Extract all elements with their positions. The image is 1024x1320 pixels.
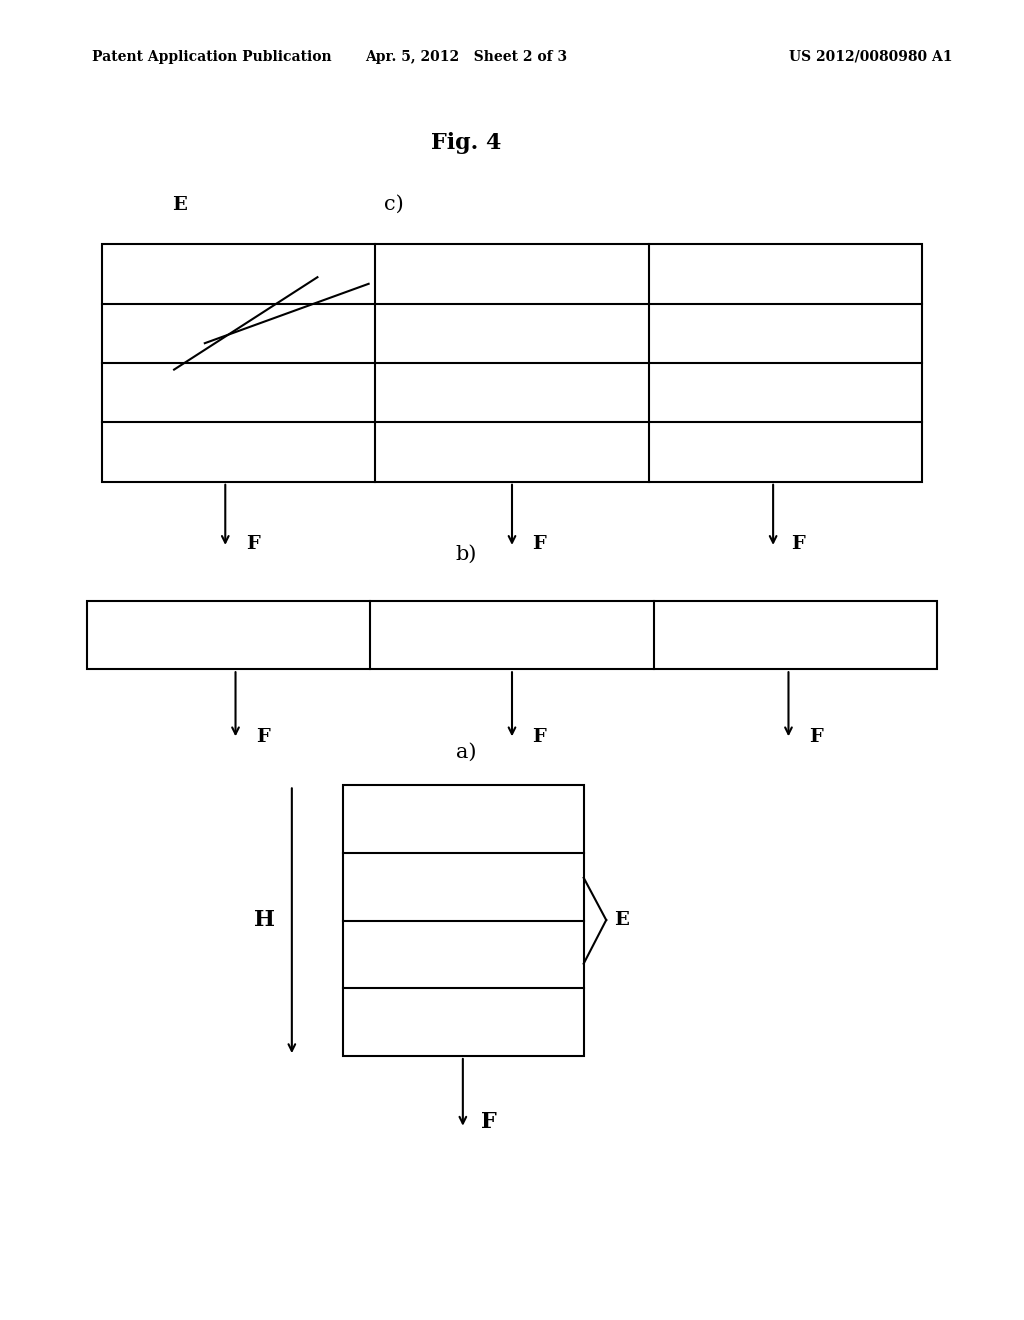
Text: b): b): [456, 545, 476, 564]
Text: F: F: [481, 1110, 497, 1133]
Bar: [343, 785, 584, 1056]
Text: F: F: [532, 727, 546, 746]
Text: F: F: [246, 535, 259, 553]
Text: Patent Application Publication: Patent Application Publication: [92, 50, 332, 63]
Text: c): c): [384, 195, 404, 214]
Text: F: F: [792, 535, 805, 553]
Text: Fig. 4: Fig. 4: [431, 132, 501, 153]
Bar: [102, 244, 922, 482]
Text: E: E: [172, 195, 186, 214]
Text: F: F: [809, 727, 822, 746]
Text: F: F: [256, 727, 269, 746]
Text: E: E: [614, 911, 630, 929]
Text: US 2012/0080980 A1: US 2012/0080980 A1: [788, 50, 952, 63]
Bar: [87, 601, 937, 669]
Text: Apr. 5, 2012   Sheet 2 of 3: Apr. 5, 2012 Sheet 2 of 3: [365, 50, 567, 63]
Text: H: H: [254, 909, 274, 931]
Text: a): a): [456, 743, 476, 762]
Text: F: F: [532, 535, 546, 553]
